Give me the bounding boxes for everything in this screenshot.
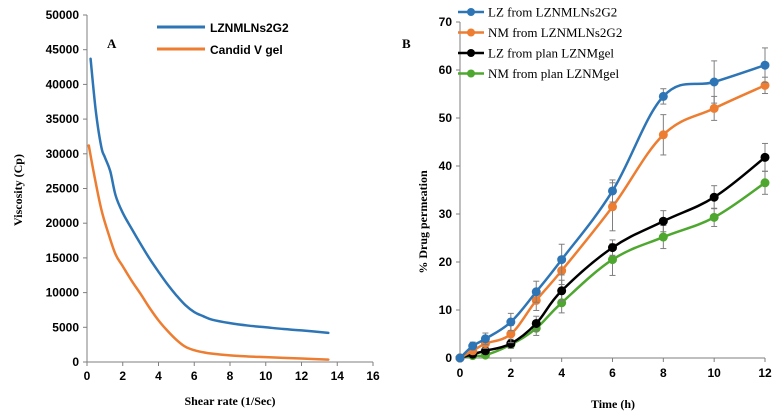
x-tick-label: 0: [84, 369, 91, 383]
data-point: [506, 317, 516, 327]
y-tick-label: 0: [445, 351, 452, 365]
data-point: [709, 192, 719, 202]
y-tick-label: 0: [72, 355, 79, 369]
series-line-nm-from-lznmlns2g2: [458, 84, 767, 360]
panel-a-y-axis-title: Viscosity (Cp): [11, 154, 25, 226]
y-tick-label: 10: [439, 303, 453, 317]
panel-b-x-ticks: 0 2 4 6 8 10 12: [457, 358, 772, 380]
data-point: [531, 318, 541, 328]
y-tick-label: 15000: [46, 251, 80, 265]
y-tick-label: 20: [439, 255, 453, 269]
data-point: [468, 341, 478, 351]
y-tick-label: 50000: [46, 8, 80, 22]
series-lz-from-plan-lznmgel: [455, 142, 770, 363]
data-point: [455, 353, 465, 363]
panel-a-viscosity-chart: A 05000100001500020000250003000035000400…: [11, 8, 380, 408]
panel-a-y-ticks: 0 5000 10000 15000 20000 25000 30000 35000 40000…: [46, 8, 87, 369]
y-tick-label: 50: [439, 111, 453, 125]
panel-b-legend: LZ from LZNMLNs2G2 NM from LZNMLNs2G2 LZ f…: [458, 5, 622, 81]
series-line-candid-v-gel: [87, 144, 330, 361]
y-tick-label: 5000: [52, 320, 79, 334]
y-tick-label: 35000: [46, 112, 80, 126]
legend-marker: [467, 49, 475, 57]
legend-marker: [467, 8, 475, 16]
data-point: [608, 202, 617, 212]
x-tick-label: 8: [660, 366, 667, 380]
panel-a-series: [87, 57, 330, 361]
series-line-lz-from-lznmlns2g2: [458, 63, 767, 360]
panel-b-y-axis-title: % Drug permeation: [416, 170, 430, 274]
panel-b-y-ticks: 0 10 20 30 40 50 60 70: [439, 15, 460, 365]
data-point: [709, 212, 719, 222]
y-tick-label: 10000: [46, 286, 80, 300]
legend-marker: [467, 69, 475, 78]
x-tick-label: 8: [227, 369, 234, 383]
y-tick-label: 40000: [46, 77, 80, 91]
x-tick-label: 0: [457, 366, 464, 380]
series-line-nm-from-plan-lznmgel: [458, 181, 767, 360]
y-tick-label: 40: [439, 159, 453, 173]
y-tick-label: 70: [439, 15, 453, 29]
legend-label-lznmlns2g2: LZNMLNs2G2: [210, 21, 289, 35]
data-point: [760, 152, 770, 162]
series-line-lz-from-plan-lznmgel: [458, 156, 767, 360]
panel-a-label: A: [107, 36, 117, 51]
y-tick-label: 45000: [46, 43, 80, 57]
legend-marker: [467, 28, 475, 37]
data-point: [658, 216, 668, 226]
x-tick-label: 2: [507, 366, 514, 380]
legend-label: LZ from LZNMLNs2G2: [488, 5, 617, 20]
legend-item-lz-from-lznmlns2g2: LZ from LZNMLNs2G2: [458, 5, 617, 20]
legend-item-lz-from-plan-lznmgel: LZ from plan LZNMgel: [458, 46, 614, 61]
x-tick-label: 4: [155, 369, 162, 383]
data-point: [658, 130, 668, 140]
panel-a-x-axis-title: Shear rate (1/Sec): [184, 394, 275, 408]
legend-label: NM from plan LZNMgel: [488, 66, 619, 81]
series-line-lznmlns2g2: [89, 57, 330, 335]
x-tick-label: 2: [119, 369, 126, 383]
y-tick-label: 25000: [46, 182, 80, 196]
data-point: [608, 243, 617, 253]
legend-item-nm-from-lznmlns2g2: NM from LZNMLNs2G2: [458, 25, 622, 40]
x-tick-label: 6: [191, 369, 198, 383]
data-point: [709, 77, 719, 87]
panel-a-x-ticks: 0 2 4 6 8 10 12 14 16: [84, 362, 380, 383]
panel-b-series: [455, 47, 770, 363]
data-point: [531, 287, 541, 297]
panel-a-legend: LZNMLNs2G2 Candid V gel: [157, 21, 289, 57]
panel-b-x-axis-title: Time (h): [591, 397, 635, 411]
y-tick-label: 20000: [46, 216, 80, 230]
x-tick-label: 16: [366, 369, 380, 383]
data-point: [658, 91, 668, 101]
data-point: [608, 255, 617, 265]
x-tick-label: 10: [707, 366, 721, 380]
x-tick-label: 14: [331, 369, 345, 383]
x-tick-label: 12: [758, 366, 772, 380]
panel-b-label: B: [402, 36, 411, 51]
x-tick-label: 10: [259, 369, 273, 383]
data-point: [760, 60, 770, 70]
legend-label-candid-v-gel: Candid V gel: [210, 43, 283, 57]
x-tick-label: 12: [295, 369, 309, 383]
y-tick-label: 30: [439, 207, 453, 221]
data-point: [608, 186, 617, 196]
legend-label: NM from LZNMLNs2G2: [488, 25, 622, 40]
data-point: [480, 334, 490, 344]
legend-label: LZ from plan LZNMgel: [488, 46, 614, 61]
data-point: [557, 255, 567, 265]
y-tick-label: 30000: [46, 147, 80, 161]
series-nm-from-lznmlns2g2: [455, 76, 770, 363]
legend-item-nm-from-plan-lznmgel: NM from plan LZNMgel: [458, 66, 619, 81]
x-tick-label: 4: [558, 366, 565, 380]
data-point: [557, 286, 567, 296]
data-point: [658, 232, 668, 242]
data-point: [709, 103, 719, 113]
series-lz-from-lznmlns2g2: [455, 47, 770, 363]
data-point: [760, 178, 770, 188]
y-tick-label: 60: [439, 63, 453, 77]
x-tick-label: 6: [609, 366, 616, 380]
panel-b-permeation-chart: B 0 10 20 30 40 50 60 70 0 2 4 6 8 10 12 Time (h) % D…: [402, 5, 772, 412]
data-point: [506, 329, 516, 339]
